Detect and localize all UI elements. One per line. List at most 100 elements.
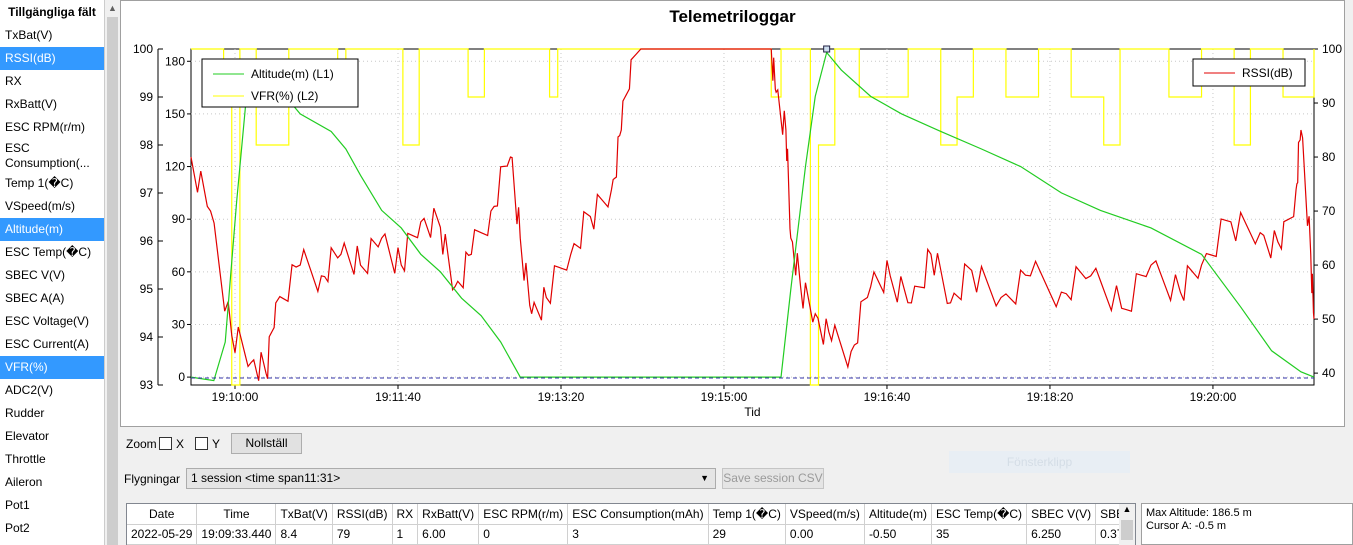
field-item[interactable]: ESC Consumption(... — [5, 141, 90, 170]
cursor-marker — [823, 45, 831, 53]
x-tick-label: 19:10:00 — [212, 390, 259, 404]
x-tick-label: 19:16:40 — [864, 390, 911, 404]
chart-canvas[interactable]: 19:10:00 19:11:40 19:13:20 19:15:00 19:16:40… — [121, 1, 1346, 428]
table-cell: 19:09:33.440 — [196, 524, 277, 545]
table-cell: 0.00 — [785, 524, 865, 545]
zoom-y-checkbox[interactable] — [195, 437, 208, 450]
field-item[interactable]: Elevator — [5, 429, 50, 443]
plot-area — [190, 48, 1315, 386]
rssi-tick-label: 100 — [1322, 42, 1342, 56]
available-fields-list[interactable]: Tillgängliga fält TxBat(V) RSSI(dB) RX RxBa… — [0, 0, 105, 545]
column-header[interactable]: RX — [392, 504, 419, 525]
vfr-tick-label: 93 — [140, 378, 154, 392]
table-cell: 35 — [931, 524, 1028, 545]
right-legend: RSSI(dB) — [1192, 58, 1306, 87]
scroll-up-icon[interactable]: ▲ — [108, 3, 117, 13]
field-item[interactable]: Altitude(m) — [0, 218, 104, 241]
field-item[interactable]: TxBat(V) — [5, 28, 53, 42]
field-item[interactable]: ESC RPM(r/m) — [5, 120, 85, 134]
column-header[interactable]: VSpeed(m/s) — [785, 504, 865, 525]
window-clip-button[interactable]: Fönsterklipp — [949, 451, 1130, 473]
legend-box — [201, 58, 359, 108]
column-header[interactable]: SBEC A — [1095, 504, 1119, 525]
vfr-tick-label: 96 — [140, 234, 154, 248]
vfr-tick-label: 100 — [133, 42, 153, 56]
x-tick-label: 19:13:20 — [538, 390, 585, 404]
field-item[interactable]: Aileron — [5, 475, 43, 489]
column-header[interactable]: ESC RPM(r/m) — [478, 504, 569, 525]
scrollbar-thumb[interactable] — [107, 17, 118, 545]
table-cell: -0.50 — [864, 524, 932, 545]
field-item[interactable]: Pot2 — [5, 521, 30, 535]
field-item[interactable]: RxBatt(V) — [5, 97, 58, 111]
table-scrollbar[interactable]: ▲ — [1119, 504, 1135, 545]
session-select[interactable]: 1 session <time span11:31> ▼ — [186, 468, 716, 489]
altitude-tick-label: 120 — [165, 160, 185, 174]
field-item[interactable]: Pot1 — [5, 498, 30, 512]
table-cell: 29 — [708, 524, 786, 545]
vfr-tick-label: 94 — [140, 330, 154, 344]
table-header-row: Date Time TxBat(V) RSSI(dB) RX RxBatt(V) ESC R… — [127, 504, 1119, 525]
vfr-tick-label: 95 — [140, 282, 154, 296]
rssi-tick-label: 90 — [1322, 96, 1336, 110]
telemetry-chart[interactable]: Telemetriloggar 19:10:00 19:11:40 19:13:20… — [120, 0, 1345, 427]
field-item[interactable]: ADC2(V) — [5, 383, 54, 397]
field-item[interactable]: VSpeed(m/s) — [5, 199, 76, 213]
column-header[interactable]: RSSI(dB) — [332, 504, 393, 525]
table-cell: 8.4 — [275, 524, 333, 545]
table-cell: 1 — [392, 524, 419, 545]
chevron-down-icon: ▼ — [700, 473, 709, 483]
column-header[interactable]: SBEC V(V) — [1026, 504, 1097, 525]
column-header[interactable]: Date — [127, 504, 198, 525]
info-panel: Max Altitude: 186.5 m Cursor A: -0.5 m — [1141, 503, 1353, 545]
field-item[interactable]: RSSI(dB) — [0, 47, 104, 70]
table-cell: 0.376 — [1095, 524, 1119, 545]
legend-box — [1192, 58, 1306, 87]
field-item[interactable]: SBEC V(V) — [5, 268, 66, 282]
zoom-x-label: X — [176, 437, 185, 451]
x-axis-label: Tid — [744, 405, 760, 419]
vfr-tick-label: 99 — [140, 90, 154, 104]
legend-label: RSSI(dB) — [1242, 66, 1293, 80]
zoom-label: Zoom — [126, 437, 157, 451]
sidebar-scrollbar[interactable]: ▲ — [105, 0, 120, 545]
column-header[interactable]: Time — [196, 504, 277, 525]
column-header[interactable]: Altitude(m) — [864, 504, 932, 525]
column-header[interactable]: Temp 1(�C) — [708, 504, 786, 525]
field-item[interactable]: SBEC A(A) — [5, 291, 65, 305]
x-tick-label: 19:20:00 — [1190, 390, 1237, 404]
column-header[interactable]: TxBat(V) — [275, 504, 333, 525]
column-header[interactable]: RxBatt(V) — [417, 504, 480, 525]
field-item[interactable]: RX — [5, 74, 22, 88]
column-header[interactable]: ESC Temp(�C) — [931, 504, 1028, 525]
reset-button[interactable]: Nollställ — [231, 433, 302, 454]
altitude-tick-label: 180 — [165, 54, 185, 68]
sessions-label: Flygningar — [124, 472, 181, 486]
altitude-tick-label: 60 — [172, 265, 186, 279]
column-header[interactable]: ESC Consumption(mAh) — [567, 504, 709, 525]
save-session-csv-button[interactable]: Save session CSV — [722, 468, 824, 489]
field-item[interactable]: Throttle — [5, 452, 46, 466]
rssi-tick-label: 80 — [1322, 150, 1336, 164]
altitude-tick-label: 0 — [178, 370, 185, 384]
zoom-x-checkbox[interactable] — [159, 437, 172, 450]
field-item[interactable]: VFR(%) — [0, 356, 104, 379]
altitude-tick-label: 30 — [172, 317, 186, 331]
series-line-rssidb — [190, 48, 1315, 381]
data-table[interactable]: Date Time TxBat(V) RSSI(dB) RX RxBatt(V) ESC R… — [126, 503, 1136, 545]
altitude-tick-label: 90 — [172, 212, 186, 226]
table-cell: 3 — [567, 524, 709, 545]
chart-title: Telemetriloggar — [669, 7, 796, 26]
x-tick-label: 19:15:00 — [701, 390, 748, 404]
field-item[interactable]: ESC Current(A) — [5, 337, 90, 351]
field-item[interactable]: Rudder — [5, 406, 45, 420]
table-row[interactable]: 2022-05-29 19:09:33.440 8.4 79 1 6.00 0 3 29 0.00… — [127, 524, 1119, 545]
field-item[interactable]: ESC Temp(�C) — [5, 245, 92, 259]
max-altitude: Max Altitude: 186.5 m — [1146, 507, 1252, 519]
x-tick-label: 19:11:40 — [375, 390, 421, 404]
scrollbar-thumb[interactable] — [1121, 520, 1133, 540]
field-item[interactable]: Temp 1(�C) — [5, 176, 74, 190]
left-legend: Altitude(m) (L1) VFR(%) (L2) — [201, 58, 359, 108]
scroll-up-icon[interactable]: ▲ — [1122, 504, 1132, 514]
field-item[interactable]: ESC Voltage(V) — [5, 314, 90, 328]
